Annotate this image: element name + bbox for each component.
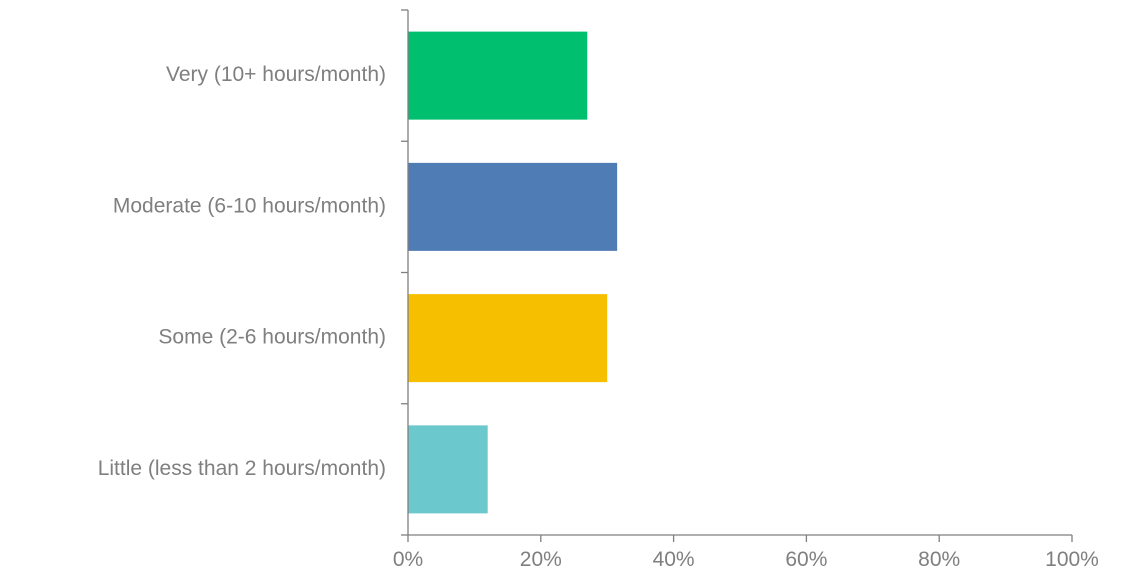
x-tick-label-1: 20%	[520, 548, 562, 571]
category-label-2: Some (2-6 hours/month)	[158, 326, 386, 349]
x-tick-label-3: 60%	[785, 548, 827, 571]
x-tick-label-0: 0%	[393, 548, 423, 571]
x-tick-label-5: 100%	[1045, 548, 1099, 571]
labels-group: Very (10+ hours/month) Moderate (6-10 hou…	[98, 63, 1099, 571]
axes-group	[401, 9, 1073, 542]
category-label-1: Moderate (6-10 hours/month)	[113, 194, 386, 217]
bars-group	[408, 31, 618, 514]
category-label-0: Very (10+ hours/month)	[166, 63, 386, 86]
bar-1	[408, 162, 618, 251]
bar-3	[408, 425, 488, 514]
bar-0	[408, 31, 588, 120]
x-tick-label-4: 80%	[918, 548, 960, 571]
x-tick-label-2: 40%	[653, 548, 695, 571]
category-label-3: Little (less than 2 hours/month)	[98, 457, 386, 480]
bar-2	[408, 294, 608, 383]
